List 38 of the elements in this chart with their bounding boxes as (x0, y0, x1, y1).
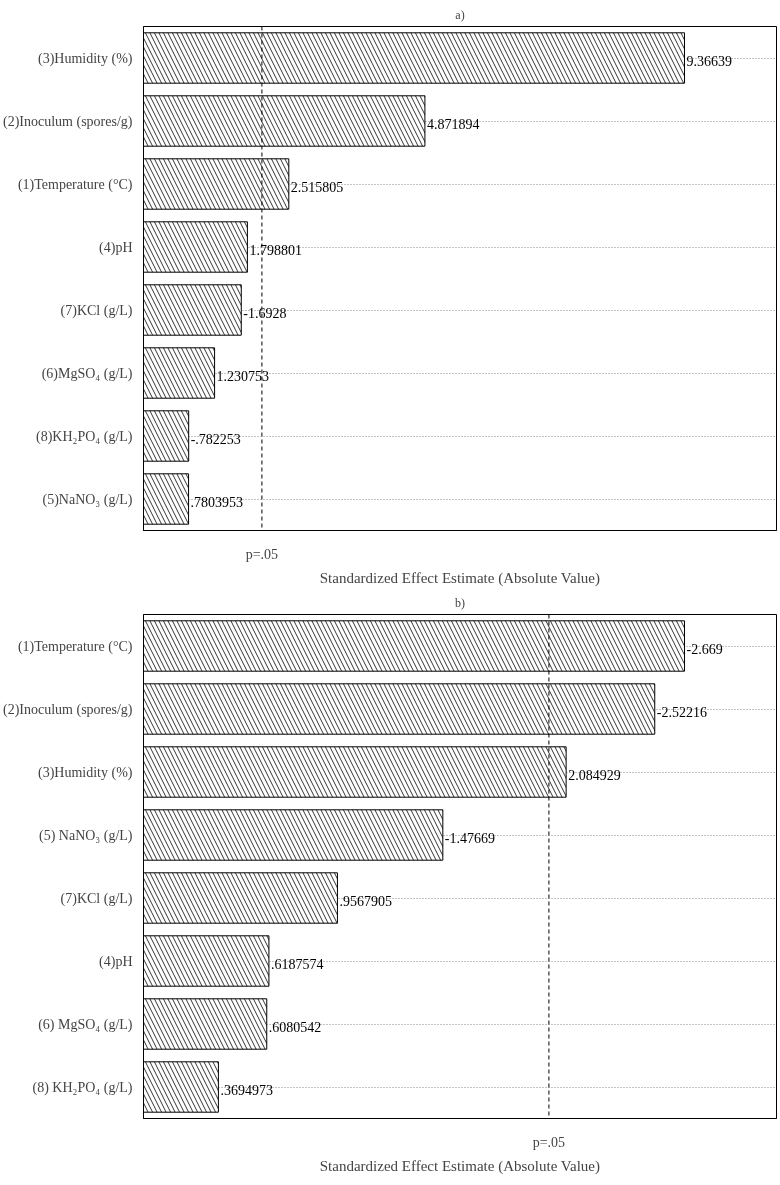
annotation: -1.47669 (444, 831, 496, 846)
y-tick-label: (8)KH₂PO₄ (g/L) (36, 428, 133, 445)
annotation: -2.669 (686, 642, 723, 657)
y-tick-label: (6) MgSO₄ (g/L) (38, 1016, 133, 1033)
ref-line-label: p=.05 (245, 546, 279, 562)
y-tick-label: (5) NaNO₃ (g/L) (38, 827, 133, 844)
annotation: -.782253 (190, 432, 241, 447)
y-tick-label: (4)pH (99, 239, 133, 256)
y-tick-label: (7)KCl (g/L) (60, 302, 133, 319)
data-label: 9.36639 (686, 54, 733, 69)
y-tick-label: (6)MgSO₄ (g/L) (41, 365, 133, 382)
y-tick-label: (1)Temperature (°C) (17, 638, 133, 655)
annotation: -2.52216 (656, 705, 707, 720)
y-tick-label: (4)pH (99, 953, 133, 970)
chart-title: a) (455, 7, 465, 22)
data-label: .3694973 (220, 1083, 273, 1098)
y-tick-label: (5)NaNO₃ (g/L) (42, 491, 133, 508)
ref-line-label: p=.05 (532, 1134, 566, 1150)
y-tick-label: (2)Inoculum (spores/g) (3, 701, 133, 718)
x-axis-title: Standardized Effect Estimate (Absolute Value) (319, 569, 600, 587)
data-label: .6187574 (270, 957, 324, 972)
data-label: .7803953 (190, 495, 244, 510)
data-label: .9567905 (339, 894, 392, 909)
annotation: -1.6928 (243, 306, 287, 321)
x-axis-title: Standardized Effect Estimate (Absolute Value) (319, 1157, 600, 1175)
data-label: .6080542 (268, 1020, 322, 1035)
chart-title: b) (455, 595, 465, 610)
y-tick-label: (3)Humidity (%) (38, 50, 133, 67)
y-tick-label: (7)KCl (g/L) (60, 890, 133, 907)
data-label: 1.798801 (249, 243, 302, 258)
y-tick-label: (2)Inoculum (spores/g) (3, 113, 133, 130)
y-tick-label: (3)Humidity (%) (38, 764, 133, 781)
data-label: 4.871894 (426, 117, 480, 132)
data-label: 2.084929 (568, 768, 621, 783)
y-tick-label: (1)Temperature (°C) (17, 176, 133, 193)
data-label: 2.515805 (290, 180, 344, 195)
y-tick-label: (8) KH₂PO₄ (g/L) (32, 1079, 133, 1096)
data-label: 1.230753 (216, 369, 270, 384)
